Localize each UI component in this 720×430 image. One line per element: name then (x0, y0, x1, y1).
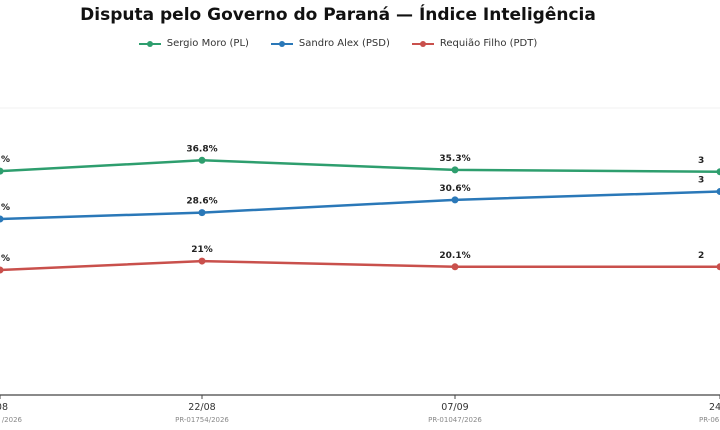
legend-item-sandro: Sandro Alex (PSD) (270, 38, 390, 49)
series-points (0, 156, 720, 274)
data-label-1-2: 30.6% (439, 184, 470, 194)
data-point-0-0 (0, 167, 4, 175)
data-label-0-3: 3 (698, 156, 704, 166)
legend-swatch-requiao (411, 39, 434, 49)
legend: Sergio Moro (PL) Sandro Alex (PSD) Requi… (0, 38, 676, 49)
data-point-2-0 (0, 266, 4, 274)
data-point-0-1 (198, 156, 206, 164)
data-label-1-3: 3 (698, 176, 704, 186)
data-point-0-3 (716, 168, 720, 176)
data-point-2-2 (451, 263, 459, 271)
data-point-0-2 (451, 166, 459, 174)
data-label-2-0: % (1, 254, 10, 264)
x-tick-sublabel-1: PR-01754/2026 (175, 416, 229, 424)
legend-swatch-moro (138, 39, 161, 49)
data-point-1-0 (0, 215, 4, 223)
legend-item-requiao: Requião Filho (PDT) (411, 38, 538, 49)
legend-label-moro: Sergio Moro (PL) (166, 38, 249, 49)
x-tick-label-3: 24 (709, 402, 720, 413)
data-labels: % 36.8% 35.3% 3% 28.6% 30.6% 3% 21% 20.1% 2 (1, 144, 704, 264)
data-label-2-2: 20.1% (439, 251, 470, 261)
x-tick-sublabel-2: PR-01047/2026 (428, 416, 482, 424)
data-label-0-2: 35.3% (439, 154, 470, 164)
chart-title: Disputa pelo Governo do Paraná — Índice … (80, 5, 596, 25)
series-line-2 (0, 259, 720, 272)
x-tick-sublabel-3: PR-06 (699, 416, 720, 424)
x-tick-label-1: 22/08 (188, 402, 215, 413)
legend-label-sandro: Sandro Alex (PSD) (298, 38, 390, 49)
x-tick-label-2: 07/09 (441, 402, 468, 413)
series-line-1 (0, 190, 720, 221)
x-axis: 08/2026 22/08 PR-01754/2026 07/09 PR-01047/2… (0, 394, 720, 424)
x-tick-label-0: 08 (0, 402, 8, 413)
legend-label-requiao: Requião Filho (PDT) (439, 38, 538, 49)
data-point-1-2 (451, 196, 459, 204)
data-point-1-3 (716, 188, 720, 196)
data-label-0-0: % (1, 155, 10, 165)
data-point-1-1 (198, 209, 206, 217)
series-lines (0, 159, 720, 272)
data-point-2-1 (198, 257, 206, 265)
data-label-2-1: 21% (191, 245, 213, 255)
data-point-2-3 (716, 263, 720, 271)
data-label-1-1: 28.6% (186, 197, 217, 207)
data-label-0-1: 36.8% (186, 144, 217, 154)
legend-item-moro: Sergio Moro (PL) (138, 38, 249, 49)
data-label-2-3: 2 (698, 251, 704, 261)
series-line-0 (0, 159, 720, 174)
legend-swatch-sandro (270, 39, 293, 49)
x-tick-sublabel-0: /2026 (2, 416, 23, 424)
data-label-1-0: % (1, 203, 10, 213)
